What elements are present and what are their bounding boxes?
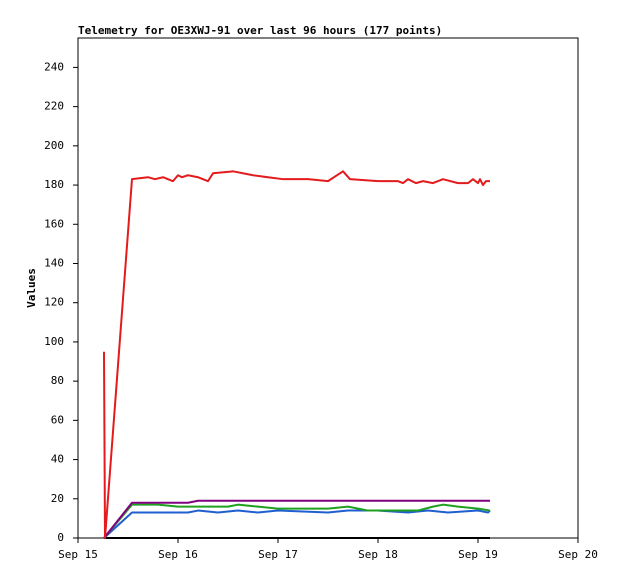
y-tick-label: 60 <box>51 413 64 426</box>
x-tick-label: Sep 20 <box>558 548 598 561</box>
series-line <box>103 509 491 539</box>
y-tick-label: 220 <box>44 100 64 113</box>
x-tick-label: Sep 19 <box>458 548 498 561</box>
y-tick-label: 160 <box>44 217 64 230</box>
y-axis-label: Values <box>25 268 38 308</box>
y-tick-label: 0 <box>57 531 64 544</box>
y-tick-label: 240 <box>44 60 64 73</box>
y-tick-label: 40 <box>51 453 64 466</box>
chart-title: Telemetry for OE3XWJ-91 over last 96 hou… <box>78 24 442 37</box>
y-tick-label: 20 <box>51 492 64 505</box>
y-tick-label: 120 <box>44 296 64 309</box>
series-line <box>103 499 490 539</box>
x-tick-label: Sep 15 <box>58 548 98 561</box>
y-tick-label: 180 <box>44 178 64 191</box>
series-line <box>103 170 490 539</box>
y-tick-label: 140 <box>44 256 64 269</box>
y-tick-label: 80 <box>51 374 64 387</box>
x-tick-label: Sep 17 <box>258 548 298 561</box>
y-tick-label: 200 <box>44 139 64 152</box>
x-tick-label: Sep 16 <box>158 548 198 561</box>
y-tick-label: 100 <box>44 335 64 348</box>
x-tick-label: Sep 18 <box>358 548 398 561</box>
series-line <box>103 503 491 539</box>
